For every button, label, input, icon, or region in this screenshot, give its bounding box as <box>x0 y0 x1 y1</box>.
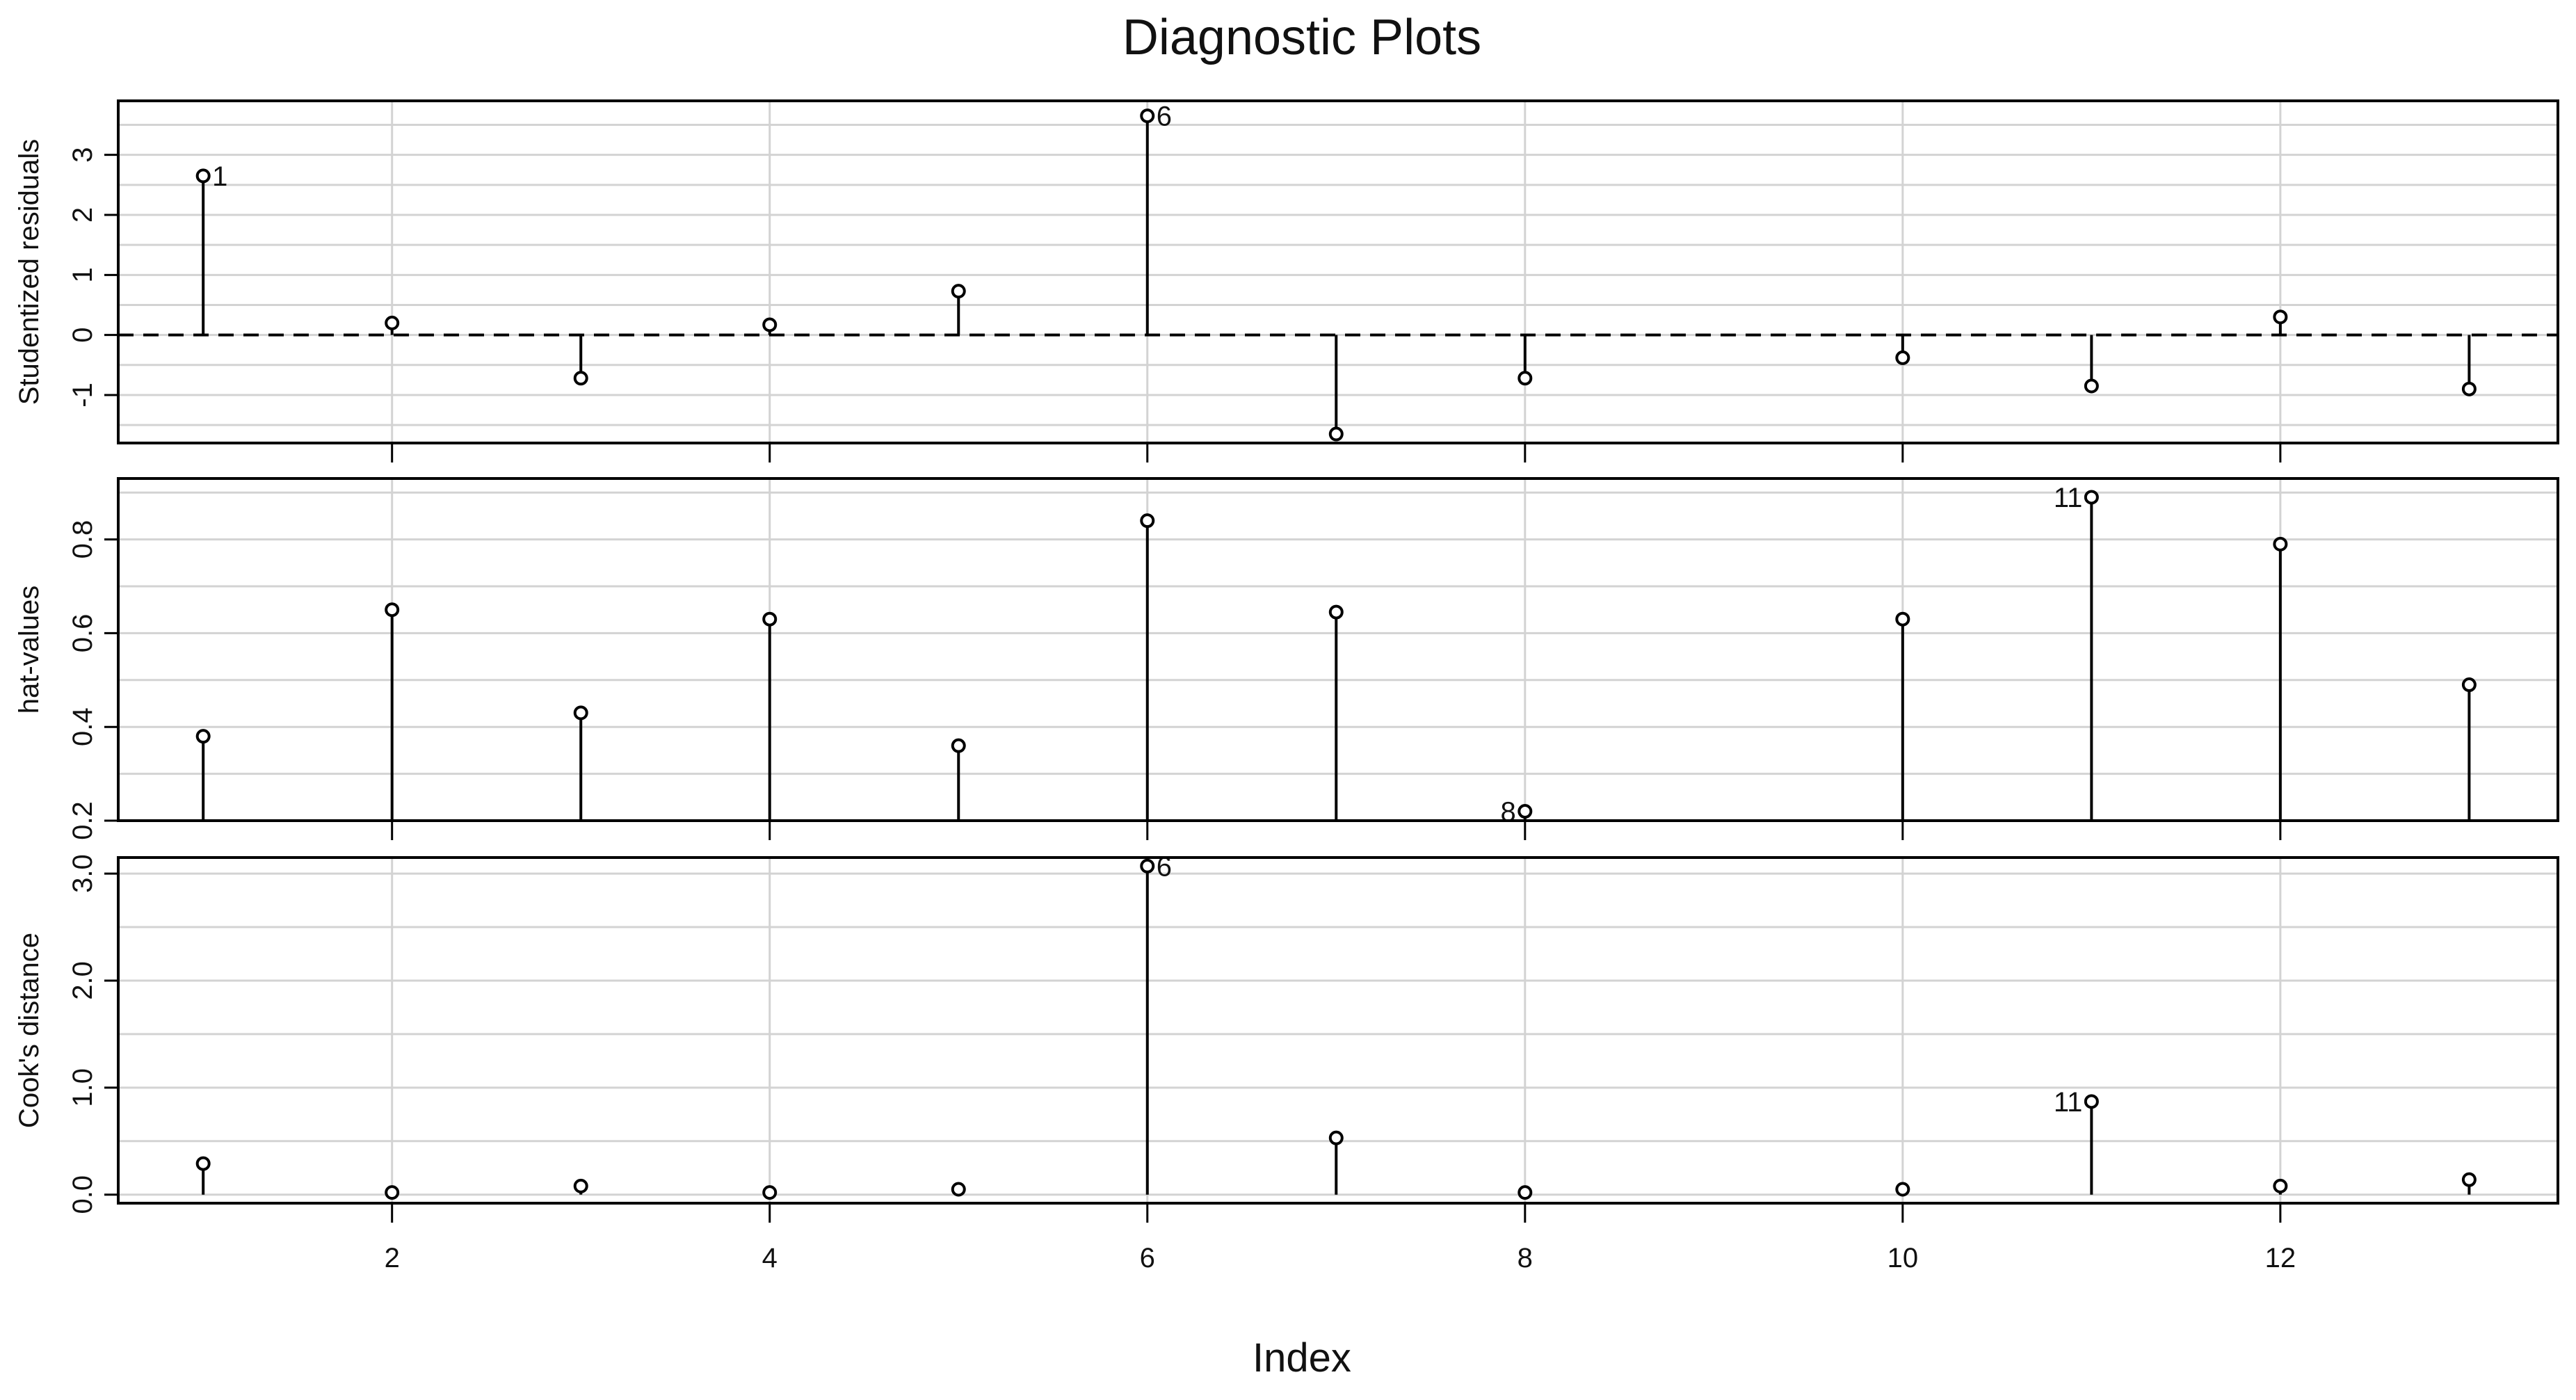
x-tick-label: 6 <box>1140 1243 1155 1273</box>
y-axis-label: Studentized residuals <box>14 139 45 405</box>
data-point <box>2461 677 2477 693</box>
y-axis-label: hat-values <box>14 586 45 714</box>
x-axis-label: Index <box>1253 1335 1351 1381</box>
point-label: 6 <box>1157 851 1172 882</box>
data-point <box>385 315 400 330</box>
data-point <box>762 317 778 332</box>
data-point <box>1140 108 1155 124</box>
x-tick-label: 12 <box>2265 1243 2296 1273</box>
data-point <box>2461 381 2477 396</box>
data-point <box>2084 490 2099 505</box>
data-point <box>2273 536 2288 552</box>
data-point <box>195 729 211 744</box>
data-point <box>2273 309 2288 325</box>
data-point <box>2273 1178 2288 1193</box>
data-point <box>762 611 778 627</box>
data-point <box>385 602 400 618</box>
y-tick-label: 3.0 <box>67 854 98 893</box>
data-point <box>1895 350 1910 365</box>
x-tick-label: 8 <box>1518 1243 1533 1273</box>
data-point <box>385 1185 400 1200</box>
data-point <box>2461 1172 2477 1187</box>
data-point <box>1140 513 1155 529</box>
data-point <box>1518 371 1533 386</box>
data-point <box>762 1185 778 1200</box>
panel-2: 8 11 0.2 0.4 0.6 0.8 hat-values <box>14 477 2559 840</box>
data-point <box>1328 1130 1344 1145</box>
y-tick-label: 0.2 <box>67 801 98 840</box>
panel-frame <box>117 477 2559 822</box>
data-point <box>573 371 588 386</box>
data-point <box>951 738 966 753</box>
data-point <box>951 284 966 299</box>
data-point <box>1518 804 1533 819</box>
data-point <box>2084 1094 2099 1109</box>
y-tick-label: 0.6 <box>67 614 98 653</box>
point-label: 11 <box>2054 1087 2083 1118</box>
y-tick-label: -1 <box>67 383 98 408</box>
x-tick-label: 2 <box>385 1243 400 1273</box>
panel-1: 1 6 -1 0 1 2 3 Studentized residuals <box>14 99 2559 462</box>
data-point <box>573 705 588 721</box>
x-tick-label: 4 <box>762 1243 778 1273</box>
data-point <box>195 168 211 184</box>
data-point <box>1895 611 1910 627</box>
y-tick-label: 0.8 <box>67 520 98 559</box>
point-label: 1 <box>212 161 227 192</box>
y-tick-label: 0.0 <box>67 1175 98 1214</box>
y-tick-label: 0 <box>67 328 98 343</box>
y-tick-label: 1.0 <box>67 1068 98 1107</box>
y-tick-label: 1 <box>67 267 98 282</box>
panel-frame <box>117 99 2559 444</box>
y-tick-label: 3 <box>67 147 98 163</box>
data-point <box>1328 604 1344 620</box>
data-point <box>2084 378 2099 394</box>
y-tick-label: 2 <box>67 207 98 223</box>
y-tick-label: 0.4 <box>67 707 98 746</box>
data-point <box>1518 1185 1533 1200</box>
panel-3: 6 11 0.0 1.0 2.0 3.0 Cook's distance <box>14 851 2559 1223</box>
data-point <box>951 1182 966 1197</box>
point-label: 11 <box>2054 483 2083 513</box>
panel-frame <box>117 856 2559 1205</box>
data-point <box>1140 858 1155 874</box>
x-tick-label: 10 <box>1887 1243 1919 1273</box>
data-point <box>1328 426 1344 442</box>
point-label: 8 <box>1501 797 1516 828</box>
chart-title: Diagnostic Plots <box>1122 10 1481 65</box>
point-label: 6 <box>1157 102 1172 132</box>
data-point <box>195 1156 211 1171</box>
y-tick-label: 2.0 <box>67 961 98 1000</box>
y-axis-label: Cook's distance <box>14 933 45 1128</box>
data-point <box>573 1178 588 1193</box>
data-point <box>1895 1182 1910 1197</box>
